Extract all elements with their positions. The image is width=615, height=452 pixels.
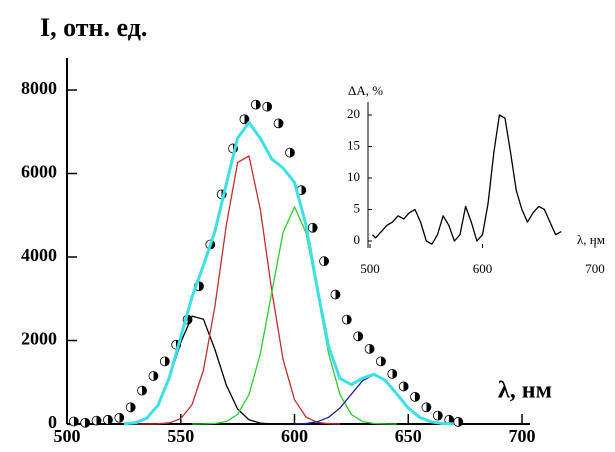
- data-point: [273, 118, 284, 129]
- data-point: [453, 417, 464, 427]
- y-axis-label: I, отн. ед.: [40, 13, 147, 42]
- x-axis-label: λ, нм: [498, 378, 552, 404]
- y-tick-label: 15: [347, 137, 360, 152]
- curve: [123, 120, 454, 426]
- data-point: [125, 402, 136, 413]
- y-tick-label: 4000: [21, 245, 57, 265]
- curve: [371, 114, 562, 245]
- x-tick-label: 500: [360, 261, 380, 276]
- x-tick-label: 700: [585, 261, 605, 276]
- data-point: [421, 402, 432, 413]
- data-point: [410, 391, 420, 402]
- y-tick-label: 6000: [21, 162, 57, 182]
- y-tick-label: 0: [354, 232, 361, 247]
- data-point: [148, 371, 159, 381]
- x-tick-label: 500: [54, 426, 81, 446]
- data-point: [341, 314, 352, 325]
- y-tick-label: 10: [347, 169, 360, 184]
- data-point: [307, 222, 318, 233]
- data-point: [432, 410, 443, 421]
- data-point: [68, 416, 79, 427]
- data-point: [114, 412, 125, 423]
- data-point: [353, 331, 364, 342]
- data-point: [285, 147, 295, 158]
- data-point: [80, 417, 91, 428]
- inset-y-label: ΔA, %: [348, 83, 383, 98]
- x-tick-label: 600: [281, 426, 308, 446]
- data-point: [159, 356, 170, 367]
- data-point: [376, 356, 386, 367]
- data-point: [319, 256, 329, 267]
- y-tick-label: 5: [354, 200, 361, 215]
- data-point: [137, 385, 147, 396]
- data-point: [250, 99, 261, 110]
- x-tick-label: 600: [473, 261, 493, 276]
- data-point: [398, 381, 409, 392]
- data-point: [262, 101, 273, 112]
- y-tick-label: 20: [347, 106, 360, 121]
- data-point: [103, 414, 113, 425]
- y-tick-label: 8000: [21, 78, 57, 98]
- data-point: [239, 114, 250, 125]
- inset-x-label: λ, нм: [577, 232, 605, 247]
- x-tick-label: 550: [167, 426, 194, 446]
- curve: [294, 374, 454, 425]
- x-tick-label: 650: [395, 426, 422, 446]
- y-tick-label: 0: [48, 412, 57, 432]
- data-point: [387, 368, 398, 379]
- curve: [192, 206, 397, 425]
- data-point: [91, 415, 102, 426]
- data-point: [364, 343, 375, 354]
- x-tick-label: 700: [509, 426, 536, 446]
- y-tick-label: 2000: [21, 329, 57, 349]
- data-point: [330, 289, 341, 300]
- curve: [135, 155, 341, 425]
